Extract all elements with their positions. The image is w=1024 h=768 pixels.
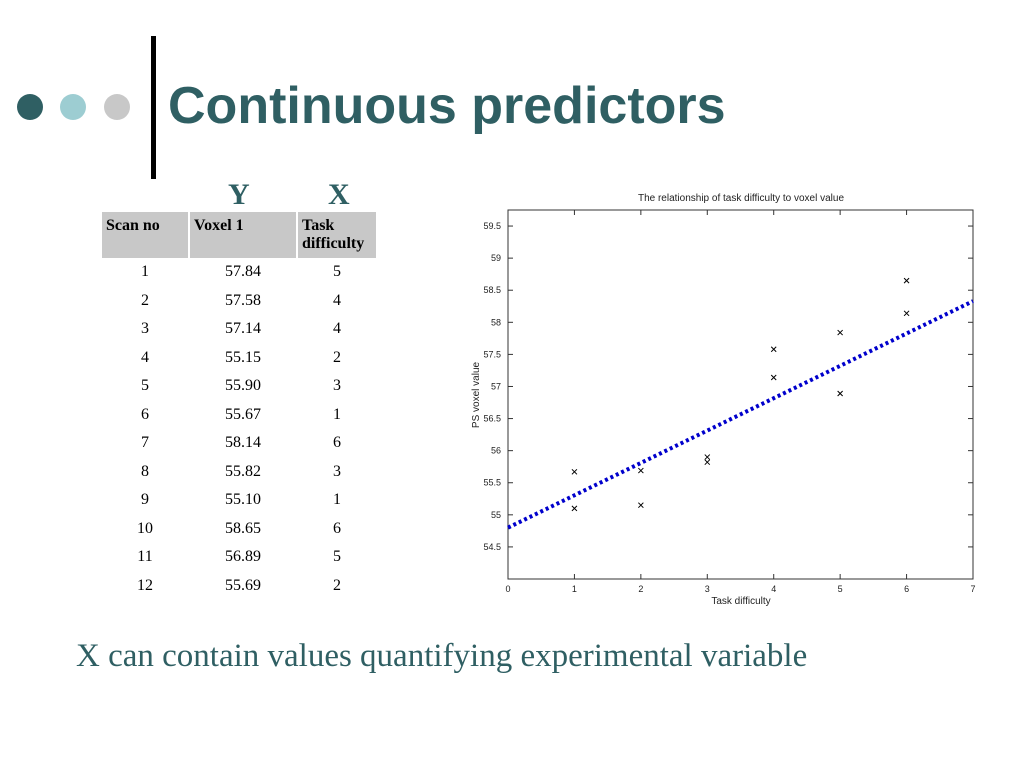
cell-task-difficulty: 6 bbox=[333, 519, 341, 537]
table-row: 10 58.65 6 bbox=[102, 515, 376, 544]
cell-scan-no: 3 bbox=[141, 320, 149, 338]
x-tick-label: 4 bbox=[771, 584, 776, 594]
y-tick-label: 57 bbox=[491, 381, 501, 391]
decorative-dot-dark bbox=[17, 94, 43, 120]
data-point-marker bbox=[638, 467, 644, 474]
cell-task-difficulty: 5 bbox=[333, 263, 341, 281]
table-row: 1 57.84 5 bbox=[102, 258, 376, 287]
y-tick-label: 54.5 bbox=[483, 542, 501, 552]
table-header-row: Scan no Voxel 1 Task difficulty bbox=[102, 212, 376, 258]
cell-task-difficulty: 2 bbox=[333, 576, 341, 594]
cell-scan-no: 8 bbox=[141, 462, 149, 480]
data-point-marker bbox=[770, 346, 777, 353]
data-point-marker bbox=[638, 502, 644, 509]
cell-task-difficulty: 6 bbox=[333, 434, 341, 452]
cell-task-difficulty: 5 bbox=[333, 548, 341, 566]
data-table: Scan no Voxel 1 Task difficulty 1 57.84 5 2… bbox=[100, 212, 378, 600]
table-row: 7 58.14 6 bbox=[102, 429, 376, 458]
x-tick-label: 1 bbox=[572, 584, 577, 594]
cell-scan-no: 10 bbox=[137, 519, 153, 537]
data-point-marker bbox=[704, 454, 711, 460]
chart-title: The relationship of task difficulty to v… bbox=[638, 193, 844, 204]
y-axis-label: PS voxel value bbox=[471, 361, 482, 428]
x-column-label: X bbox=[328, 178, 350, 211]
data-point-marker bbox=[770, 374, 777, 381]
header-scan-no: Scan no bbox=[102, 212, 188, 258]
x-tick-label: 2 bbox=[638, 584, 643, 594]
y-column-label: Y bbox=[228, 178, 250, 211]
cell-task-difficulty: 1 bbox=[333, 491, 341, 509]
data-point-marker bbox=[571, 505, 578, 512]
cell-voxel-1: 57.58 bbox=[225, 291, 261, 309]
cell-scan-no: 12 bbox=[137, 576, 153, 594]
table-row: 9 55.10 1 bbox=[102, 486, 376, 515]
x-axis-label: Task difficulty bbox=[711, 596, 770, 607]
y-tick-label: 56 bbox=[491, 446, 501, 456]
data-point-marker bbox=[704, 459, 711, 466]
slide-title: Continuous predictors bbox=[168, 77, 726, 135]
title-divider-bar bbox=[151, 36, 156, 179]
cell-voxel-1: 55.15 bbox=[225, 348, 261, 366]
table-row: 12 55.69 2 bbox=[102, 572, 376, 601]
cell-voxel-1: 58.65 bbox=[225, 519, 261, 537]
y-tick-label: 55 bbox=[491, 510, 501, 520]
data-point-marker bbox=[903, 277, 910, 284]
table-row: 11 56.89 5 bbox=[102, 543, 376, 572]
table-row: 4 55.15 2 bbox=[102, 344, 376, 373]
cell-voxel-1: 55.67 bbox=[225, 405, 261, 423]
cell-scan-no: 4 bbox=[141, 348, 149, 366]
table-row: 8 55.82 3 bbox=[102, 458, 376, 487]
data-point-marker bbox=[903, 310, 910, 317]
x-tick-label: 5 bbox=[838, 584, 843, 594]
cell-voxel-1: 55.82 bbox=[225, 462, 261, 480]
cell-task-difficulty: 4 bbox=[333, 320, 341, 338]
x-tick-label: 3 bbox=[705, 584, 710, 594]
data-point-marker bbox=[837, 329, 843, 336]
cell-scan-no: 11 bbox=[137, 548, 153, 566]
plot-frame bbox=[507, 209, 974, 580]
y-tick-label: 57.5 bbox=[483, 349, 501, 359]
cell-scan-no: 5 bbox=[141, 377, 149, 395]
cell-voxel-1: 58.14 bbox=[225, 434, 261, 452]
cell-voxel-1: 56.89 bbox=[225, 548, 261, 566]
y-tick-label: 56.5 bbox=[483, 414, 501, 424]
header-task-difficulty: Task difficulty bbox=[298, 212, 376, 258]
cell-task-difficulty: 1 bbox=[333, 405, 341, 423]
table-row: 6 55.67 1 bbox=[102, 401, 376, 430]
cell-task-difficulty: 3 bbox=[333, 462, 341, 480]
data-point-marker bbox=[837, 390, 843, 397]
fit-line bbox=[507, 299, 974, 530]
x-tick-label: 7 bbox=[970, 584, 975, 594]
x-tick-label: 6 bbox=[904, 584, 909, 594]
cell-voxel-1: 55.10 bbox=[225, 491, 261, 509]
cell-voxel-1: 57.14 bbox=[225, 320, 261, 338]
cell-task-difficulty: 4 bbox=[333, 291, 341, 309]
cell-voxel-1: 55.69 bbox=[225, 576, 261, 594]
header-voxel-1: Voxel 1 bbox=[190, 212, 296, 258]
cell-voxel-1: 55.90 bbox=[225, 377, 261, 395]
y-tick-label: 58.5 bbox=[483, 285, 501, 295]
decorative-dot-teal bbox=[60, 94, 86, 120]
table-row: 5 55.90 3 bbox=[102, 372, 376, 401]
y-tick-label: 55.5 bbox=[483, 478, 501, 488]
y-tick-label: 59 bbox=[491, 253, 501, 263]
cell-scan-no: 7 bbox=[141, 434, 149, 452]
cell-scan-no: 2 bbox=[141, 291, 149, 309]
table-row: 2 57.58 4 bbox=[102, 287, 376, 316]
decorative-dot-gray bbox=[104, 94, 130, 120]
cell-scan-no: 9 bbox=[141, 491, 149, 509]
cell-voxel-1: 57.84 bbox=[225, 263, 261, 281]
y-tick-label: 59.5 bbox=[483, 221, 501, 231]
data-point-marker bbox=[571, 468, 578, 475]
table-row: 3 57.14 4 bbox=[102, 315, 376, 344]
cell-task-difficulty: 3 bbox=[333, 377, 341, 395]
x-tick-label: 0 bbox=[505, 584, 510, 594]
slide-caption: X can contain values quantifying experim… bbox=[76, 638, 808, 674]
cell-task-difficulty: 2 bbox=[333, 348, 341, 366]
y-tick-label: 58 bbox=[491, 317, 501, 327]
cell-scan-no: 6 bbox=[141, 405, 149, 423]
cell-scan-no: 1 bbox=[141, 263, 149, 281]
